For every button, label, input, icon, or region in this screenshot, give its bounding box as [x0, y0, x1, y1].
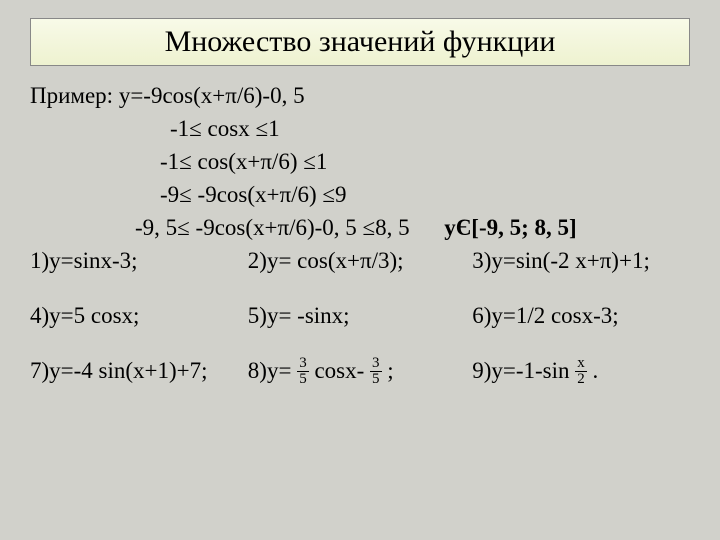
- page-title: Множество значений функции: [45, 25, 675, 59]
- problem-5: 5)y= -sinx;: [248, 300, 472, 331]
- problem-8: 8)y= 35 cosx- 35 ;: [248, 355, 472, 388]
- frac1-num: 3: [297, 356, 309, 372]
- step-3: -9≤ -9cos(x+π/6) ≤9: [30, 179, 690, 210]
- problem-4: 4)y=5 cosx;: [30, 300, 248, 331]
- fraction-3: x2: [575, 356, 587, 387]
- p8-post: ;: [382, 358, 394, 383]
- problem-2: 2)y= cos(x+π/3);: [248, 245, 472, 276]
- p9-pre: 9)y=-1-sin: [472, 358, 575, 383]
- step-4: -9, 5≤ -9cos(x+π/6)-0, 5 ≤8, 5 yЄ[-9, 5;…: [30, 212, 690, 243]
- problem-6: 6)y=1/2 cosx-3;: [472, 300, 690, 331]
- step-1: -1≤ cosx ≤1: [30, 113, 690, 144]
- problem-row-2: 4)y=5 cosx; 5)y= -sinx; 6)y=1/2 cosx-3;: [30, 300, 690, 331]
- p8-pre: 8)y=: [248, 358, 297, 383]
- problem-row-1: 1)y=sinx-3; 2)y= cos(x+π/3); 3)y=sin(-2 …: [30, 245, 690, 276]
- content-area: Пример: y=-9cos(x+π/6)-0, 5 -1≤ cosx ≤1 …: [30, 80, 690, 389]
- problem-7: 7)y=-4 sin(x+1)+7;: [30, 355, 248, 388]
- fraction-2: 35: [370, 356, 382, 387]
- step-4-answer: yЄ[-9, 5; 8, 5]: [444, 215, 577, 240]
- frac2-num: 3: [370, 356, 382, 372]
- fraction-1: 35: [297, 356, 309, 387]
- step-4-left: -9, 5≤ -9cos(x+π/6)-0, 5 ≤8, 5: [135, 215, 410, 240]
- problem-3: 3)y=sin(-2 x+π)+1;: [472, 245, 690, 276]
- step-2: -1≤ cos(x+π/6) ≤1: [30, 146, 690, 177]
- problem-row-3: 7)y=-4 sin(x+1)+7; 8)y= 35 cosx- 35 ; 9)…: [30, 355, 690, 388]
- example-label: Пример: y=-9cos(x+π/6)-0, 5: [30, 80, 690, 111]
- frac2-den: 5: [370, 372, 382, 387]
- p8-mid: cosx-: [309, 358, 370, 383]
- problem-1: 1)y=sinx-3;: [30, 245, 248, 276]
- frac3-den: 2: [575, 372, 587, 387]
- problem-9: 9)y=-1-sin x2 .: [472, 355, 690, 388]
- frac1-den: 5: [297, 372, 309, 387]
- title-box: Множество значений функции: [30, 18, 690, 66]
- p9-post: .: [587, 358, 599, 383]
- frac3-num: x: [575, 356, 587, 372]
